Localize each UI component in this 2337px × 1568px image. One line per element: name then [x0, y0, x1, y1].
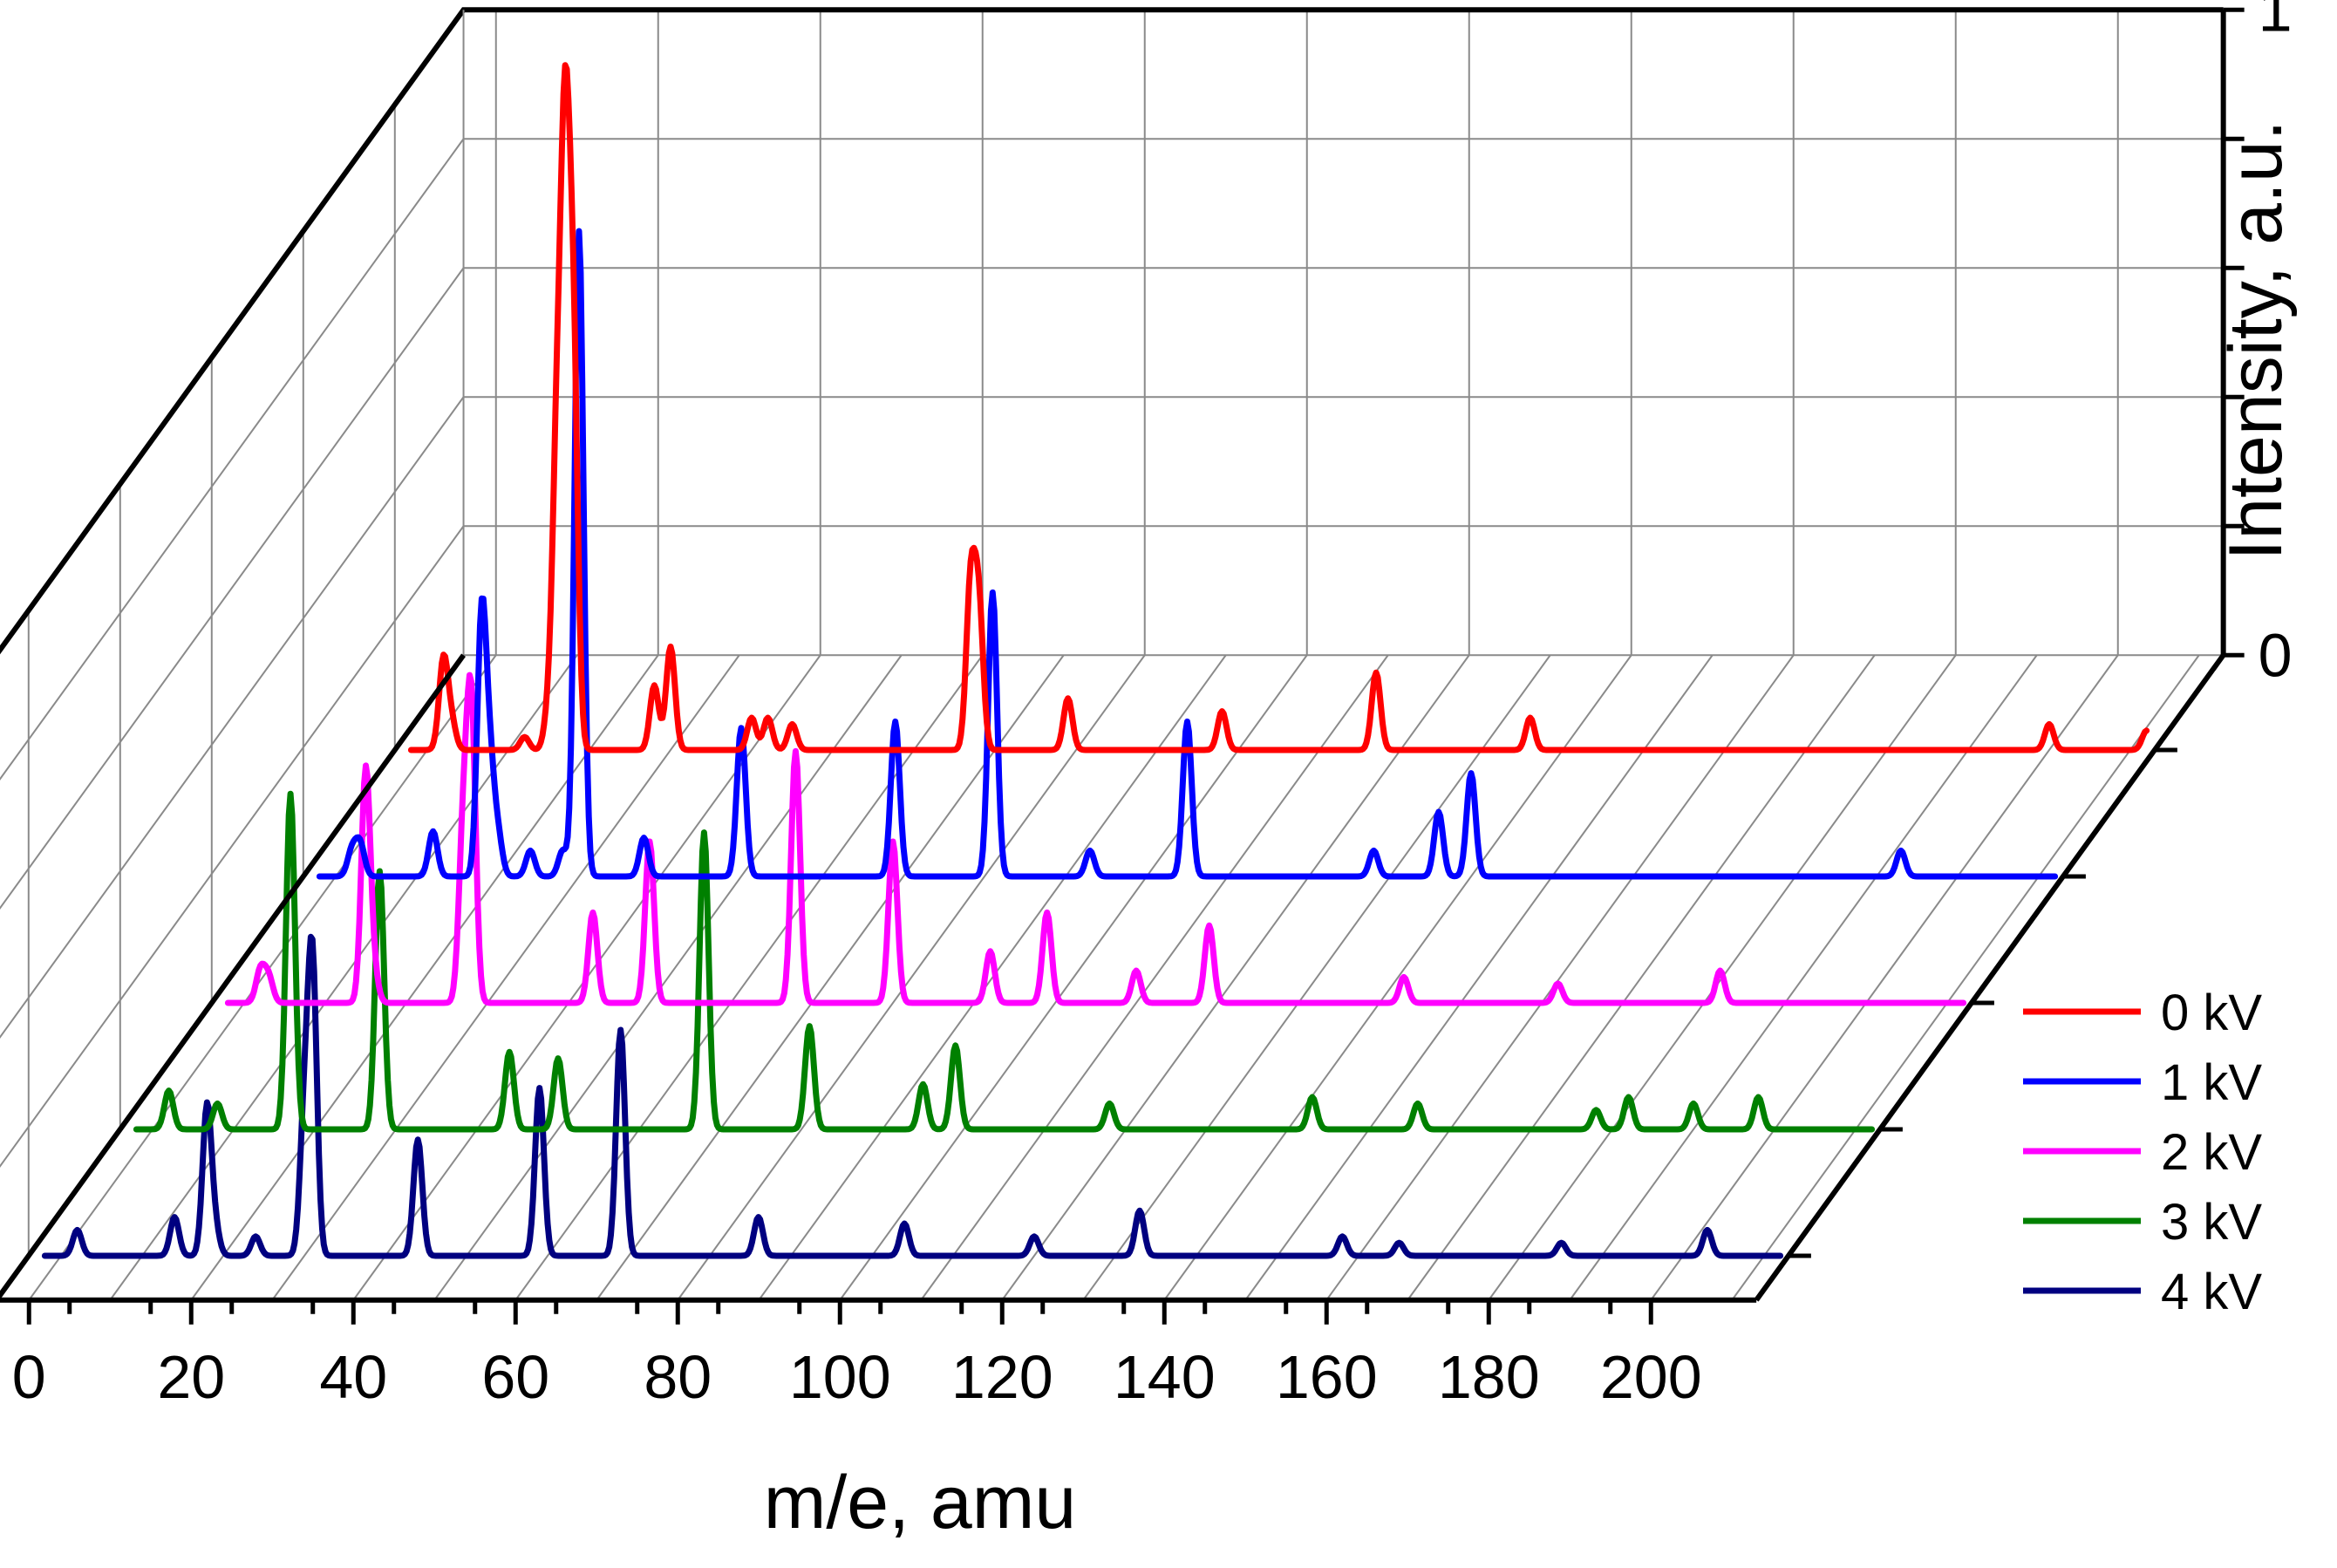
x-tick-label: 60	[481, 1343, 549, 1411]
floor-gridline	[1001, 654, 1470, 1301]
side-wall-gridline	[0, 525, 465, 1169]
floor-gridline	[433, 654, 903, 1301]
floor-gridline	[920, 654, 1389, 1301]
legend-label: 4 kV	[2161, 1264, 2262, 1320]
side-wall-gridline	[0, 396, 465, 1040]
series-line-0-kv	[407, 62, 2150, 753]
floor-gridline	[1244, 654, 1714, 1301]
floor-gridline	[1569, 654, 2038, 1301]
series-line-4-kv	[41, 933, 1784, 1259]
x-tick-label: 180	[1438, 1343, 1540, 1411]
side-wall-gridline	[0, 138, 465, 781]
floor-gridline	[1163, 654, 1632, 1301]
side-wall-gridline	[0, 267, 465, 910]
z-tick-label: 1	[2259, 0, 2293, 44]
floor-gridline	[1407, 654, 1876, 1301]
z-axis-title: Intensity, a.u.	[2214, 119, 2298, 560]
series-line-2-kv	[224, 672, 1967, 1006]
x-tick-label: 40	[319, 1343, 387, 1411]
x-tick-label: 140	[1114, 1343, 1216, 1411]
side-floor-edge	[0, 653, 466, 1300]
floor-gridline	[1731, 654, 2200, 1301]
chart-walls	[0, 7, 2224, 1301]
x-tick-label: 100	[789, 1343, 891, 1411]
floor-gridline	[514, 654, 984, 1301]
legend-label: 0 kV	[2161, 985, 2262, 1041]
legend-label: 1 kV	[2161, 1054, 2262, 1111]
floor-gridline	[1650, 654, 2119, 1301]
frame-top-edge	[0, 7, 2224, 655]
legend: 0 kV 1 kV 2 kV 3 kV 4 kV	[2023, 985, 2262, 1320]
floor-gridline	[839, 654, 1308, 1301]
x-tick-label: 80	[644, 1343, 712, 1411]
x-tick-label: 120	[951, 1343, 1053, 1411]
series-line-3-kv	[133, 790, 1876, 1133]
series-line-1-kv	[316, 228, 2059, 880]
x-tick-label: 200	[1600, 1343, 1702, 1411]
floor-gridline	[1325, 654, 1795, 1301]
legend-label: 2 kV	[2161, 1124, 2262, 1181]
x-tick-label: 0	[12, 1343, 46, 1411]
x-axis-title: m/e, amu	[764, 1461, 1076, 1544]
x-tick-label: 160	[1276, 1343, 1378, 1411]
floor-gridline	[1082, 654, 1551, 1301]
series-layer	[41, 62, 2150, 1259]
floor-gridline	[758, 654, 1227, 1301]
floor-gridline	[109, 654, 578, 1301]
depth-axis-line	[1754, 653, 2226, 1302]
floor-gridline	[190, 654, 659, 1301]
z-tick-label: 0	[2259, 621, 2293, 689]
axes-layer: 0 20 40 60 80 100 120 140 160 180 200 0 1	[0, 0, 2293, 1411]
floor-gridline	[271, 654, 740, 1301]
floor-gridline	[28, 654, 497, 1301]
x-tick-label: 20	[157, 1343, 225, 1411]
legend-label: 3 kV	[2161, 1194, 2262, 1251]
floor-gridline	[677, 654, 1146, 1301]
